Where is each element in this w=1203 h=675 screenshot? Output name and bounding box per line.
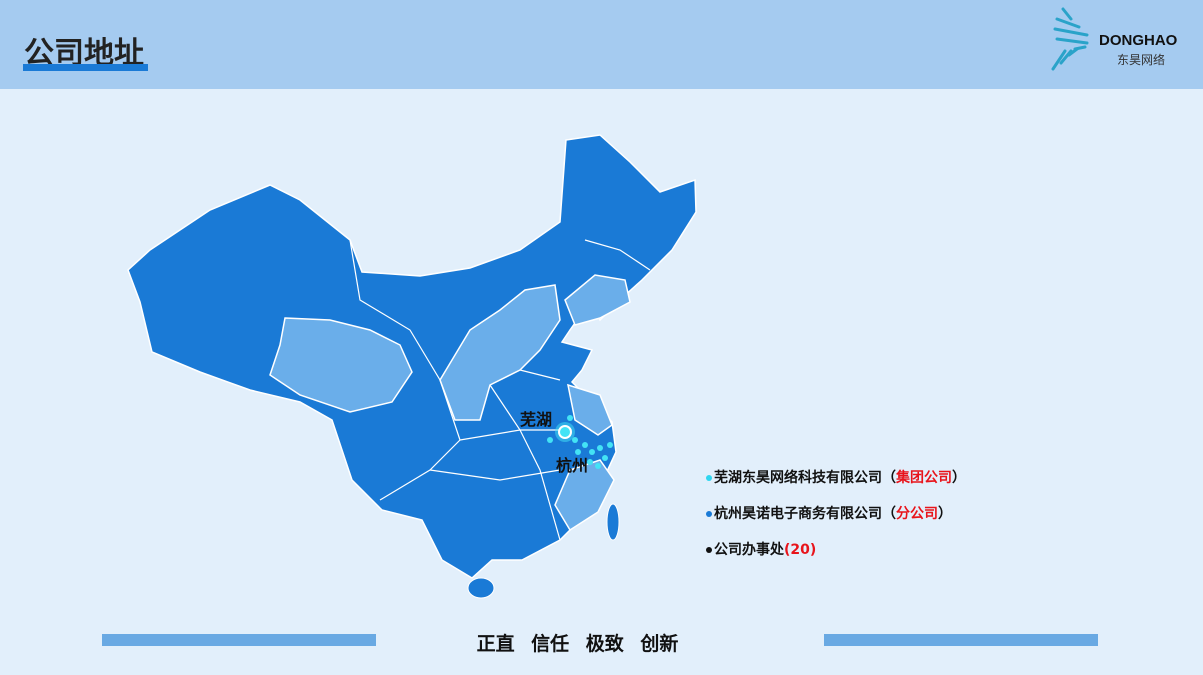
legend-tag: 集团公司 (896, 470, 952, 486)
map-region-qinghai (269, 317, 413, 413)
cyan-dot-icon (706, 475, 712, 481)
map-region-liaoning (564, 274, 631, 326)
logo-text-cn: 东昊网络 (1117, 53, 1166, 67)
legend-tag: (20) (784, 542, 817, 558)
blue-dot-icon (706, 511, 712, 517)
header: 公司地址 DONGHAO 东昊网络 (0, 0, 1203, 89)
map-region-north (439, 284, 561, 421)
map-mainland (127, 134, 697, 579)
office-markers (547, 415, 613, 469)
black-dot-icon (706, 547, 712, 553)
legend-item-wuhu: 芜湖东昊网络科技有限公司（集团公司） (706, 467, 966, 487)
map-region-east (567, 383, 613, 436)
legend-tag: 分公司 (896, 506, 938, 522)
legend-item-offices: 公司办事处(20) (706, 539, 816, 559)
logo: DONGHAO 东昊网络 (1045, 5, 1195, 75)
footer-bar-left (102, 634, 376, 646)
footer-motto: 正直 信任 极致 创新 (476, 633, 679, 655)
legend-end: ） (938, 506, 952, 522)
logo-wing-icon (1051, 7, 1089, 71)
map-taiwan (606, 503, 620, 541)
logo-text-en: DONGHAO (1099, 32, 1178, 49)
province-borders (349, 239, 651, 541)
city-label-wuhu: 芜湖 (520, 410, 553, 429)
legend-text: 公司办事处 (714, 542, 784, 558)
wuhu-marker[interactable] (558, 425, 572, 439)
city-label-hangzhou: 杭州 (556, 456, 589, 475)
legend-end: ） (952, 470, 966, 486)
map-region-southeast (554, 459, 615, 532)
map-hainan (467, 577, 495, 599)
legend-text: 芜湖东昊网络科技有限公司（ (714, 470, 896, 486)
legend-item-hangzhou: 杭州昊诺电子商务有限公司（分公司） (706, 503, 952, 523)
legend-text: 杭州昊诺电子商务有限公司（ (714, 506, 896, 522)
title-underline (23, 64, 148, 71)
footer-bar-right (824, 634, 1098, 646)
